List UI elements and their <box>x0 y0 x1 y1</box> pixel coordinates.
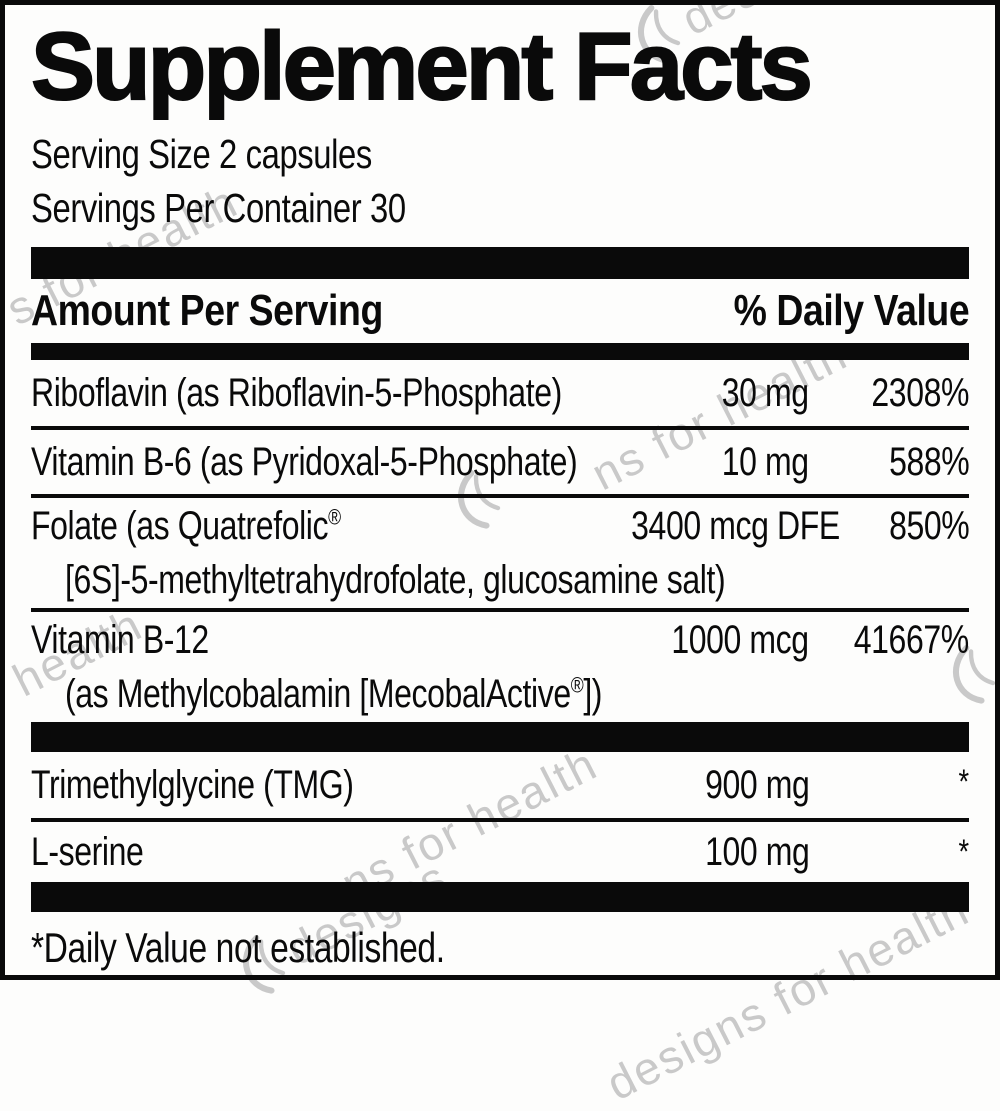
table-row-tmg: Trimethylglycine (TMG) 900 mg * <box>31 752 969 818</box>
nutrient-amount: 10 mg <box>722 439 809 484</box>
nutrient-daily-value: * <box>958 833 970 871</box>
nutrient-name: L-serine <box>31 829 144 874</box>
nutrient-name: Folate (as Quatrefolic® <box>31 503 341 548</box>
nutrient-daily-value: 2308% <box>871 370 969 415</box>
nutrient-name-line2: (as Methylcobalamin [MecobalActive®]) <box>65 672 603 716</box>
serving-size-text: Serving Size 2 capsules <box>31 131 372 177</box>
divider-thick-bottom <box>31 882 969 912</box>
daily-value-footnote: *Daily Value not established. <box>31 924 445 971</box>
serving-size: Serving Size 2 capsules <box>31 127 969 181</box>
nutrient-daily-value: 588% <box>888 439 970 484</box>
divider-thick-top <box>31 247 969 279</box>
supplement-facts-panel: Supplement Facts Serving Size 2 capsules… <box>0 0 1000 980</box>
nutrient-name: Trimethylglycine (TMG) <box>31 762 354 807</box>
table-row-vitamin-b12: Vitamin B-12 1000 mcg 41667% (as Methylc… <box>31 608 969 722</box>
nutrient-name: Riboflavin (as Riboflavin-5-Phosphate) <box>31 370 562 415</box>
nutrient-amount: 1000 mcg <box>671 617 810 662</box>
nutrient-name: Vitamin B-6 (as Pyridoxal-5-Phosphate) <box>31 439 578 484</box>
nutrient-name: Vitamin B-12 <box>31 617 209 662</box>
nutrient-daily-value: 41667% <box>853 617 969 662</box>
nutrient-name-line2: [6S]-5-methyltetrahydrofolate, glucosami… <box>65 558 726 602</box>
nutrient-amount: 30 mg <box>722 370 809 415</box>
daily-value-header: % Daily Value <box>733 286 969 335</box>
table-row-folate: Folate (as Quatrefolic® 3400 mcg DFE 850… <box>31 494 969 608</box>
nutrient-amount: 900 mg <box>704 762 810 807</box>
nutrient-daily-value: 850% <box>888 503 970 548</box>
other-ingredients-table: Trimethylglycine (TMG) 900 mg * L-serine… <box>31 752 969 882</box>
divider-medium <box>31 343 969 360</box>
table-row-l-serine: L-serine 100 mg * <box>31 818 969 882</box>
panel-title: Supplement Facts <box>30 13 814 120</box>
nutrient-amount: 100 mg <box>704 829 810 874</box>
table-row-riboflavin: Riboflavin (as Riboflavin-5-Phosphate) 3… <box>31 360 969 426</box>
servings-per-container: Servings Per Container 30 <box>31 181 969 235</box>
nutrient-daily-value: * <box>958 763 970 801</box>
nutrient-amount: 3400 mcg DFE <box>631 503 840 548</box>
table-row-vitamin-b6: Vitamin B-6 (as Pyridoxal-5-Phosphate) 1… <box>31 426 969 494</box>
column-header-row: Amount Per Serving % Daily Value <box>31 279 969 343</box>
amount-per-serving-header: Amount Per Serving <box>31 286 383 335</box>
servings-per-container-text: Servings Per Container 30 <box>31 185 406 231</box>
divider-thick-middle <box>31 722 969 752</box>
nutrient-table: Riboflavin (as Riboflavin-5-Phosphate) 3… <box>31 360 969 722</box>
